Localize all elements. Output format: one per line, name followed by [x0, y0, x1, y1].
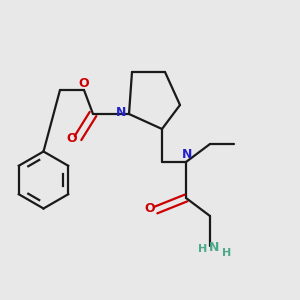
Text: N: N [116, 106, 127, 119]
Text: N: N [209, 241, 220, 254]
Text: O: O [144, 202, 155, 215]
Text: O: O [66, 131, 77, 145]
Text: O: O [79, 77, 89, 90]
Text: N: N [182, 148, 193, 161]
Text: H: H [222, 248, 231, 259]
Text: H: H [198, 244, 207, 254]
